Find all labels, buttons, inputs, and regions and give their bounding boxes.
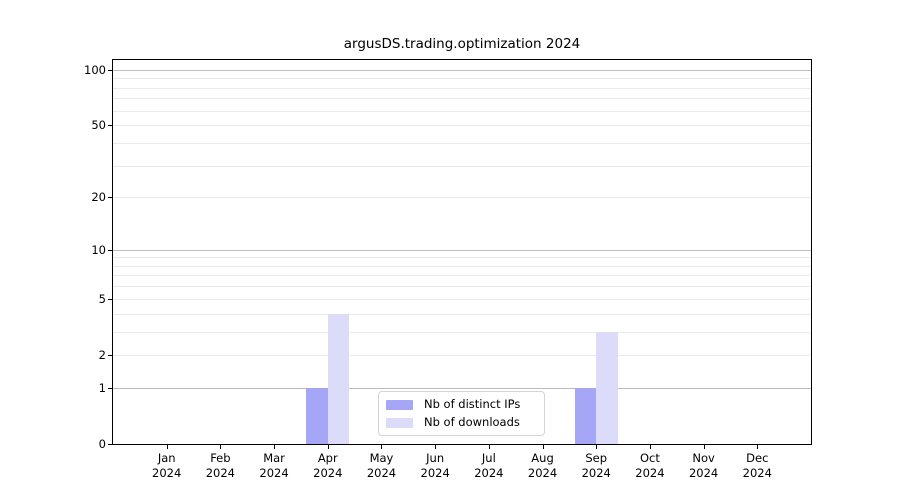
legend-swatch-downloads [386,417,413,428]
gridline-minor [113,87,811,89]
x-tick-label: Oct 2024 [635,451,665,480]
x-tick-label: May 2024 [366,451,397,480]
x-tick-label: Dec 2024 [742,451,772,480]
y-tick-label: 100 [84,62,106,77]
legend-swatch-distinct-ips [386,399,413,410]
bar-nb-of-downloads-apr [327,313,350,444]
gridline-major [113,387,811,389]
gridline-minor [113,286,811,288]
gridline-minor [113,275,811,277]
gridline-major [113,69,811,71]
y-tick-label: 10 [91,242,106,257]
bar-nb-of-downloads-sep [596,331,618,444]
chart-title: argusDS.trading.optimization 2024 [343,36,581,52]
x-tick-label: Jul 2024 [474,451,504,480]
legend-label-distinct-ips: Nb of distinct IPs [424,397,521,411]
x-tick-mark [274,445,276,449]
y-tick-mark [108,299,112,300]
gridline-major [113,249,811,251]
x-tick-mark [327,445,329,449]
y-tick-mark [108,388,112,389]
gridline-minor [113,98,811,100]
y-tick-mark [108,444,112,445]
x-tick-mark [757,445,759,449]
y-tick-label: 2 [98,347,106,362]
gridline-minor [113,142,811,144]
y-tick-label: 20 [91,190,106,205]
gridline-minor [113,78,811,80]
x-tick-label: Nov 2024 [688,451,719,480]
x-tick-mark [649,445,651,449]
gridline-minor [113,110,811,112]
gridline-minor [113,125,811,127]
gridline-minor [113,257,811,259]
legend-item-distinct-ips: Nb of distinct IPs [386,398,536,411]
x-tick-mark [542,445,544,449]
x-tick-mark [435,445,437,449]
x-tick-label: Jun 2024 [420,451,450,480]
x-tick-mark [703,445,705,449]
bar-nb-of-distinct-ips-sep [574,387,597,444]
x-tick-label: Sep 2024 [581,451,611,480]
x-tick-label: Mar 2024 [259,451,289,480]
x-tick-label: Jan 2024 [152,451,182,480]
gridline-minor [113,197,811,199]
x-tick-label: Apr 2024 [313,451,343,480]
y-tick-mark [108,70,112,71]
y-tick-mark [108,125,112,126]
x-tick-mark [220,445,222,449]
x-tick-mark [488,445,490,449]
gridline-minor [113,265,811,267]
gridline-minor [113,298,811,300]
y-tick-mark [108,197,112,198]
y-tick-label: 50 [91,118,106,133]
legend: Nb of distinct IPs Nb of downloads [378,391,545,436]
gridline-minor [113,313,811,315]
bar-nb-of-distinct-ips-apr [306,387,328,444]
x-tick-mark [381,445,383,449]
legend-item-downloads: Nb of downloads [386,416,536,429]
legend-label-downloads: Nb of downloads [424,415,520,429]
gridline-minor [113,165,811,167]
x-tick-mark [596,445,598,449]
y-tick-mark [108,250,112,251]
x-tick-label: Aug 2024 [527,451,558,480]
gridline-minor [113,331,811,333]
y-tick-label: 1 [98,380,106,395]
y-tick-mark [108,355,112,356]
x-tick-label: Feb 2024 [205,451,236,480]
y-tick-label: 0 [98,437,106,451]
gridline-minor [113,354,811,356]
plot-area [112,59,812,445]
x-tick-mark [166,445,168,449]
y-tick-label: 5 [98,291,106,306]
